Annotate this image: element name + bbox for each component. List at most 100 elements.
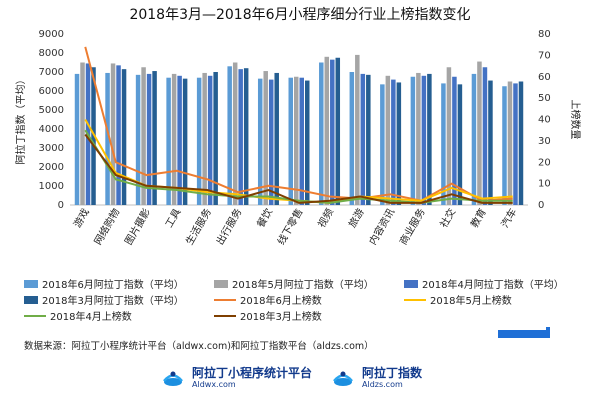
bar-4 <box>457 84 463 205</box>
bar-3 <box>513 83 518 205</box>
bar-3 <box>177 75 182 205</box>
y2-tick-label: 80 <box>538 29 551 40</box>
bar-2 <box>324 56 330 205</box>
bar-1 <box>74 73 80 206</box>
legend-swatch <box>24 279 38 288</box>
legend-swatch <box>404 279 418 288</box>
bar-1 <box>410 76 416 205</box>
x-tick-label: 视频 <box>315 206 336 230</box>
y-tick-label: 4000 <box>39 124 64 135</box>
bar-3 <box>116 65 121 205</box>
legend-swatch <box>214 298 236 301</box>
bar-1 <box>166 77 171 205</box>
legend-swatch <box>404 298 426 301</box>
bar-1 <box>257 78 263 205</box>
y-tick-label: 9000 <box>39 29 64 40</box>
bar-3 <box>452 76 457 205</box>
bar-2 <box>141 67 146 205</box>
bar-4 <box>91 67 96 205</box>
legend-label: 2018年6月阿拉丁指数（平均） <box>42 280 184 291</box>
bar-4 <box>243 68 249 205</box>
y2-tick-label: 50 <box>538 93 551 104</box>
bar-3 <box>360 73 366 206</box>
x-tick-label: 工具 <box>163 207 183 230</box>
line-series-3 <box>84 129 513 204</box>
legend-label: 2018年4月阿拉丁指数（平均） <box>422 280 564 291</box>
legend-label: 2018年5月阿拉丁指数（平均） <box>232 280 374 291</box>
x-tick-label: 餐饮 <box>254 206 275 230</box>
bar-1 <box>471 73 477 206</box>
bar-4 <box>396 82 402 205</box>
legend-label: 2018年5月上榜数 <box>430 296 512 307</box>
logo-aldwx-name: 阿拉丁小程序统计平台 <box>192 366 313 380</box>
bar-4 <box>182 78 188 205</box>
bar-2 <box>294 76 299 205</box>
bar-4 <box>305 80 310 205</box>
bar-4 <box>518 81 524 205</box>
y2-tick-label: 30 <box>538 136 551 147</box>
aladdin-lamp-icon <box>160 368 186 388</box>
legend-label: 2018年3月阿拉丁指数（平均） <box>42 296 184 307</box>
bar-2 <box>446 67 452 205</box>
x-tick-label: 出行服务 <box>213 206 244 247</box>
bar-1 <box>319 62 324 205</box>
legend-swatch <box>24 295 38 304</box>
line-series-1 <box>84 46 513 202</box>
y-tick-label: 0 <box>58 200 64 211</box>
line-series-4 <box>84 133 513 204</box>
bar-3 <box>238 69 243 206</box>
y2-tick-label: 70 <box>538 50 551 61</box>
x-tick-label: 网络购物 <box>91 206 122 247</box>
bar-3 <box>421 75 427 205</box>
y2-tick-label: 20 <box>538 157 551 168</box>
x-tick-label: 游戏 <box>71 206 92 230</box>
bar-1 <box>288 77 293 205</box>
bar-2 <box>416 72 421 205</box>
bar-4 <box>152 71 157 205</box>
x-tick-label: 商业服务 <box>396 206 427 247</box>
bar-4 <box>335 57 341 205</box>
bar-4 <box>427 73 432 206</box>
legend-item: 2018年4月上榜数 <box>24 308 132 323</box>
x-tick-label: 图片摄影 <box>122 206 153 247</box>
bar-2 <box>385 75 391 205</box>
legend-item: 2018年3月阿拉丁指数（平均） <box>24 292 184 307</box>
y2-tick-label: 10 <box>538 179 551 190</box>
y-tick-label: 2000 <box>39 162 64 173</box>
bar-1 <box>227 66 232 205</box>
bar-3 <box>146 73 152 206</box>
logo-aldwx: 阿拉丁小程序统计平台 Aldwx.com <box>160 366 312 390</box>
x-tick-label: 汽车 <box>498 206 519 230</box>
bar-3 <box>482 67 488 205</box>
decorative-blue-bar <box>498 330 550 338</box>
bar-2 <box>110 63 116 206</box>
chart-plot: 0 1000 2000 3000 4000 5000 6000 7000 8000 9000 0 10… <box>14 29 582 247</box>
legend-item: 2018年6月上榜数 <box>214 292 322 307</box>
y2-tick-label: 0 <box>538 200 544 211</box>
x-tick-label: 内容资讯 <box>366 206 397 247</box>
aladdin-lamp-icon <box>330 368 356 388</box>
bar-3 <box>299 77 304 205</box>
bar-1 <box>502 86 507 205</box>
bar-3 <box>268 79 274 205</box>
bar-4 <box>366 74 371 205</box>
y2-axis-title: 上榜数量 <box>569 100 582 140</box>
y2-tick-label: 40 <box>538 115 551 126</box>
logo-aldzs: 阿拉丁指数 Aldzs.com <box>330 366 422 390</box>
x-tick-label: 教育 <box>468 206 489 230</box>
legend-item: 2018年5月上榜数 <box>404 292 512 307</box>
bar-3 <box>207 75 213 205</box>
y-tick-label: 8000 <box>39 48 64 59</box>
bar-2 <box>171 73 177 206</box>
bar-4 <box>121 69 127 206</box>
bar-2 <box>202 72 207 205</box>
bar-4 <box>213 72 218 205</box>
bar-1 <box>196 77 202 205</box>
logo-aldzs-url: Aldzs.com <box>362 380 403 389</box>
bar-3 <box>391 79 396 205</box>
x-tick-label: 社交 <box>437 206 458 230</box>
legend-label: 2018年3月上榜数 <box>240 312 322 323</box>
bar-2 <box>477 61 482 205</box>
logo-aldzs-name: 阿拉丁指数 <box>362 366 423 380</box>
y-tick-label: 3000 <box>39 143 64 154</box>
